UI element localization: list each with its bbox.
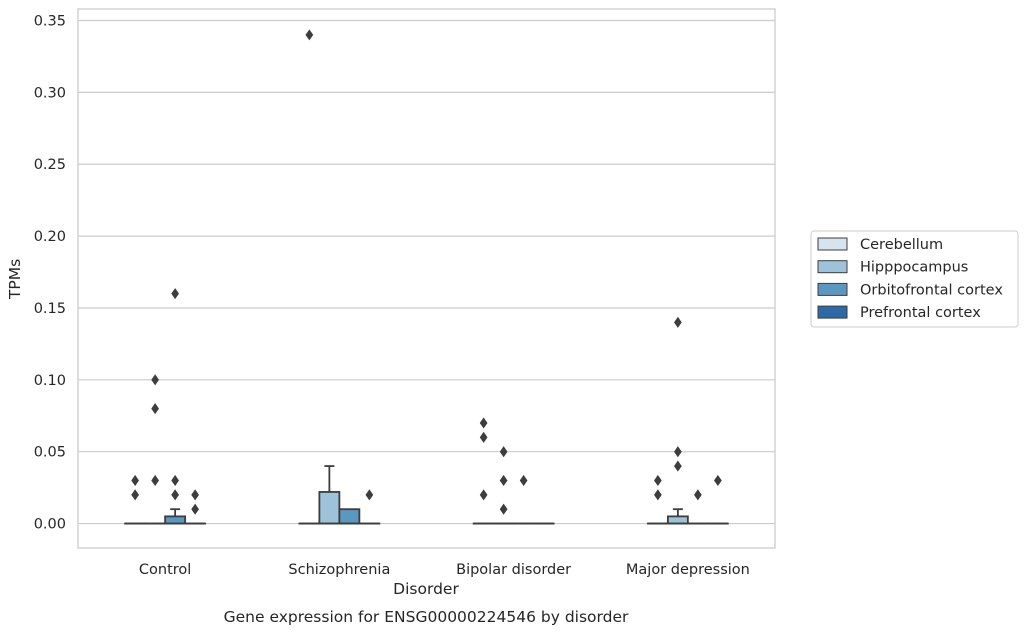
x-tick-label: Schizophrenia	[288, 562, 390, 578]
outlier-point	[674, 316, 682, 328]
box-body	[666, 515, 689, 525]
box-1-0	[298, 29, 321, 525]
y-tick-label: 0.10	[34, 373, 66, 389]
outlier-point	[365, 489, 374, 501]
outlier-point	[151, 374, 159, 386]
box-0-0	[124, 474, 147, 525]
plot-area-frame	[77, 8, 776, 549]
y-axis-label: TPMs	[6, 259, 24, 300]
outlier-point	[171, 288, 179, 300]
x-tick-label: Control	[139, 562, 191, 578]
outlier-point	[479, 431, 488, 443]
legend-swatch	[817, 260, 848, 274]
box-1-1	[318, 465, 341, 525]
outlier-point	[131, 474, 139, 486]
y-tick-label: 0.15	[34, 301, 66, 317]
y-tick-label: 0.35	[34, 13, 66, 29]
box-0-2	[164, 288, 187, 525]
outlier-point	[714, 474, 722, 486]
box-2-0	[472, 417, 495, 525]
x-tick-labels: Control Schizophrenia Bipolar disorder Majo…	[139, 562, 750, 578]
box-3-3	[706, 474, 729, 525]
outlier-point	[479, 489, 488, 501]
legend-label: Orbitofrontal cortex	[860, 282, 1003, 298]
outlier-point	[499, 474, 508, 486]
outlier-point	[654, 489, 662, 501]
box-0-3	[184, 489, 207, 525]
outlier-point	[519, 474, 528, 486]
outlier-point	[151, 403, 159, 415]
outlier-point	[151, 474, 159, 486]
outlier-point	[131, 489, 139, 501]
box-body	[164, 515, 187, 525]
outlier-point	[654, 474, 662, 486]
box-0-1	[144, 374, 167, 525]
outlier-point	[191, 503, 199, 515]
box-plots	[124, 29, 729, 525]
legend-swatch	[817, 305, 848, 319]
legend-label: Prefrontal cortex	[860, 305, 981, 321]
box-2-1	[492, 446, 515, 525]
grid	[78, 19, 775, 525]
box-3-2	[686, 489, 709, 525]
box-body	[338, 508, 361, 525]
outlier-point	[191, 489, 199, 501]
outlier-point	[499, 503, 508, 515]
outlier-point	[171, 474, 179, 486]
legend: Cerebellum Hipppocampus Orbitofrontal cort…	[810, 230, 1019, 328]
outlier-point	[674, 446, 682, 458]
outlier-point	[499, 446, 508, 458]
x-axis-label: Disorder	[393, 580, 459, 598]
y-tick-label: 0.30	[34, 85, 66, 101]
chart-caption: Gene expression for ENSG00000224546 by d…	[224, 608, 629, 626]
x-tick-label: Major depression	[626, 562, 750, 578]
legend-swatch	[817, 237, 848, 251]
outlier-point	[479, 417, 488, 429]
outlier-point	[171, 489, 179, 501]
y-tick-label: 0.25	[34, 157, 66, 173]
legend-swatch	[817, 282, 848, 296]
legend-frame	[810, 230, 1019, 328]
box-2-2	[512, 474, 535, 525]
y-tick-label: 0.20	[34, 229, 66, 245]
outlier-point	[694, 489, 702, 501]
box-3-0	[646, 474, 669, 525]
outlier-point	[674, 460, 682, 472]
box-body	[318, 491, 341, 525]
y-tick-label: 0.05	[34, 445, 66, 461]
box-1-3	[358, 489, 381, 525]
legend-label: Cerebellum	[860, 237, 943, 253]
x-tick-label: Bipolar disorder	[456, 562, 571, 578]
outlier-point	[305, 29, 314, 41]
legend-label: Hipppocampus	[860, 260, 968, 276]
box-1-2	[338, 508, 361, 525]
y-tick-label: 0.00	[34, 517, 66, 533]
box-3-1	[666, 316, 689, 525]
y-tick-labels: 0.00 0.05 0.10 0.15 0.20 0.25 0.30 0.35	[34, 13, 66, 532]
